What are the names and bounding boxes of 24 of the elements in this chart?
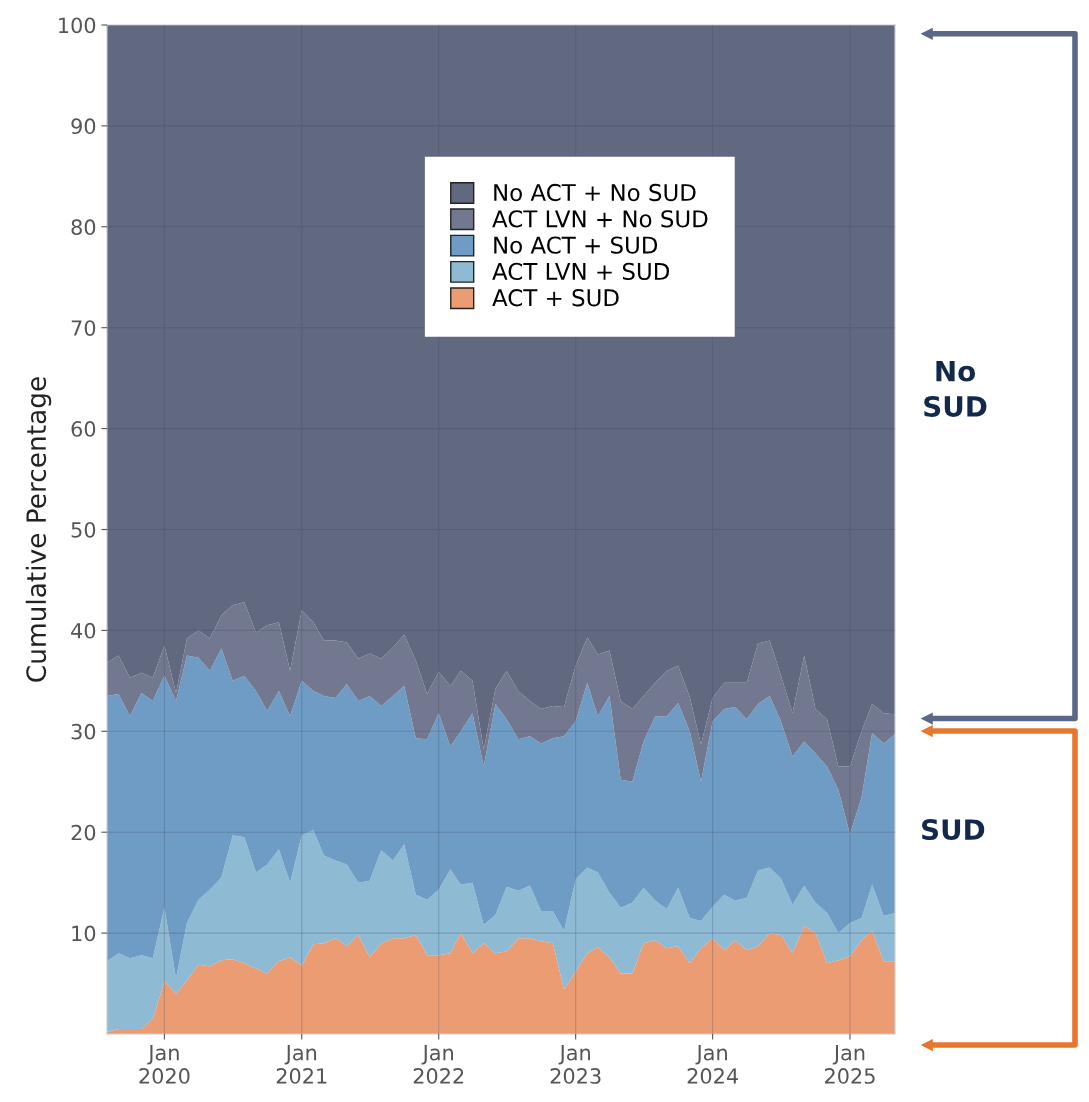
legend-label: ACT + SUD [492, 289, 619, 307]
y-tick-label: 80 [71, 219, 96, 236]
x-tick-label: Jan 2021 [276, 1045, 327, 1084]
y-tick-label: 100 [59, 17, 96, 34]
y-tick-label: 70 [71, 320, 96, 336]
y-tick-label: 30 [71, 723, 96, 740]
y-axis-title: Cumulative Percentage [25, 377, 52, 682]
x-tick-label: Jan 2020 [139, 1045, 190, 1084]
x-tick-label: Jan 2023 [550, 1045, 601, 1084]
y-tick-label: 40 [71, 622, 96, 639]
x-tick-label: Jan 2025 [824, 1045, 875, 1084]
text: SUD [922, 819, 985, 841]
x-tick-label: Jan 2022 [413, 1045, 464, 1084]
x-tick-label: Jan 2024 [687, 1045, 738, 1084]
y-tick-label: 50 [71, 521, 96, 538]
y-tick-label: 20 [71, 824, 96, 841]
y-tick-label: 60 [71, 421, 96, 437]
series-label: No ACT + No SUD [494, 183, 696, 202]
legend-label: ACT LVN + SUD [492, 262, 670, 281]
text: No SUD [924, 360, 987, 417]
y-tick-label: 10 [72, 925, 96, 942]
legend-label: ACT LVN + No SUD [492, 210, 708, 228]
y-tick-label: 90 [71, 118, 96, 135]
legend-label: No ACT + SUD [494, 236, 658, 254]
